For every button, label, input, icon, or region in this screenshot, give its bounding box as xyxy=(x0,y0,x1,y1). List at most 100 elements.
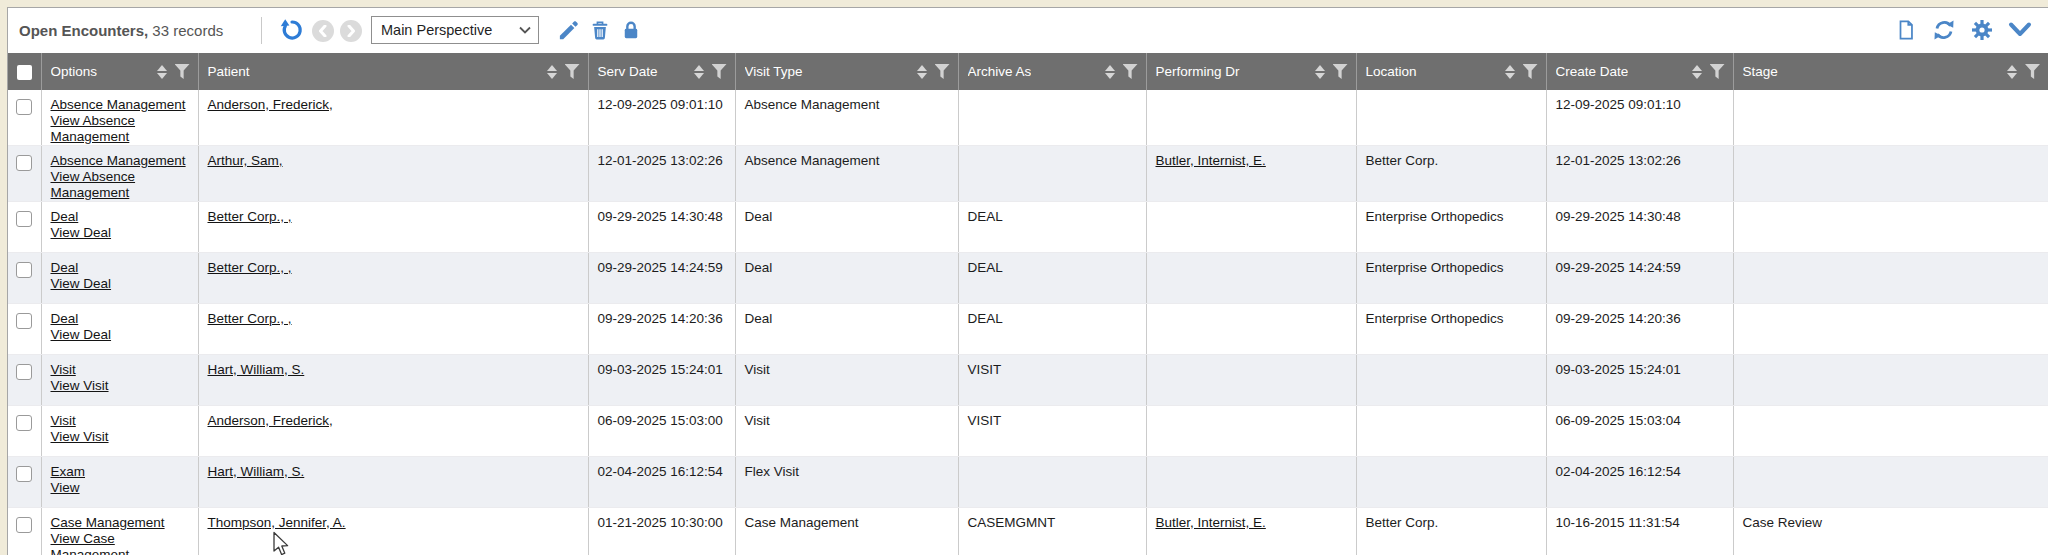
stage-cell xyxy=(1733,202,2048,253)
sort-icon[interactable] xyxy=(2007,65,2017,79)
edit-perspective-icon[interactable] xyxy=(556,18,580,42)
sort-icon[interactable] xyxy=(1105,65,1115,79)
row-checkbox[interactable] xyxy=(16,517,32,533)
sort-icon[interactable] xyxy=(917,65,927,79)
patient-link[interactable]: Anderson, Frederick, xyxy=(208,97,333,112)
filter-icon[interactable] xyxy=(1333,64,1348,79)
select-all-checkbox[interactable] xyxy=(17,65,32,80)
option-link[interactable]: Absence Management xyxy=(51,97,186,112)
column-header-stage[interactable]: Stage xyxy=(1733,53,2048,90)
option-link[interactable]: View Deal xyxy=(51,327,112,342)
patient-cell: Better Corp., , xyxy=(198,202,588,253)
option-link[interactable]: View Deal xyxy=(51,276,112,291)
page-title: Open Encounters, 33 records xyxy=(19,22,223,39)
filter-icon[interactable] xyxy=(935,64,950,79)
column-header-performing_dr[interactable]: Performing Dr xyxy=(1146,53,1356,90)
option-link[interactable]: Visit xyxy=(51,362,76,377)
option-link[interactable]: View Deal xyxy=(51,225,112,240)
refresh-icon[interactable] xyxy=(1932,18,1956,42)
performing-dr-cell xyxy=(1146,355,1356,406)
sort-icon[interactable] xyxy=(547,65,557,79)
settings-gear-icon[interactable] xyxy=(1970,18,1994,42)
option-link[interactable]: View Visit xyxy=(51,429,109,444)
location-cell: Enterprise Orthopedics xyxy=(1356,202,1546,253)
patient-link[interactable]: Hart, William, S. xyxy=(208,362,305,377)
filter-icon[interactable] xyxy=(175,64,190,79)
table-row: Absence ManagementView Absence Managemen… xyxy=(8,90,2048,146)
nav-forward-icon[interactable] xyxy=(339,19,363,43)
patient-link[interactable]: Arthur, Sam, xyxy=(208,153,283,168)
column-header-options[interactable]: Options xyxy=(41,53,198,90)
option-link[interactable]: View xyxy=(51,480,80,495)
row-checkbox[interactable] xyxy=(16,99,32,115)
filter-icon[interactable] xyxy=(565,64,580,79)
column-header-patient[interactable]: Patient xyxy=(198,53,588,90)
filter-icon[interactable] xyxy=(1710,64,1725,79)
create-date-cell: 12-09-2025 09:01:10 xyxy=(1546,90,1733,146)
performing-dr-link[interactable]: Butler, Internist, E. xyxy=(1156,515,1266,530)
patient-link[interactable]: Better Corp., , xyxy=(208,260,292,275)
patient-link[interactable]: Better Corp., , xyxy=(208,209,292,224)
sort-icon[interactable] xyxy=(1505,65,1515,79)
column-header-archive_as[interactable]: Archive As xyxy=(958,53,1146,90)
collapse-chevron-icon[interactable] xyxy=(2008,18,2032,42)
option-link[interactable]: Deal xyxy=(51,260,79,275)
row-checkbox[interactable] xyxy=(16,415,32,431)
performing-dr-cell xyxy=(1146,457,1356,508)
filter-icon[interactable] xyxy=(712,64,727,79)
row-checkbox[interactable] xyxy=(16,364,32,380)
select-cell xyxy=(8,202,41,253)
option-link[interactable]: Absence Management xyxy=(51,153,186,168)
patient-link[interactable]: Anderson, Frederick, xyxy=(208,413,333,428)
visit-type-cell: Deal xyxy=(735,253,958,304)
select-cell xyxy=(8,90,41,146)
row-checkbox[interactable] xyxy=(16,313,32,329)
column-header-serv_date[interactable]: Serv Date xyxy=(588,53,735,90)
archive-as-cell: DEAL xyxy=(958,202,1146,253)
sort-icon[interactable] xyxy=(1315,65,1325,79)
filter-icon[interactable] xyxy=(1523,64,1538,79)
column-header-visit_type[interactable]: Visit Type xyxy=(735,53,958,90)
column-label: Create Date xyxy=(1556,64,1629,79)
serv-date-cell: 12-09-2025 09:01:10 xyxy=(588,90,735,146)
column-label: Options xyxy=(51,64,98,79)
option-link[interactable]: View Visit xyxy=(51,378,109,393)
options-cell: Absence ManagementView Absence Managemen… xyxy=(41,146,198,202)
patient-link[interactable]: Hart, William, S. xyxy=(208,464,305,479)
option-link[interactable]: Deal xyxy=(51,311,79,326)
row-checkbox[interactable] xyxy=(16,262,32,278)
option-link[interactable]: View Case Management xyxy=(51,531,130,555)
sort-icon[interactable] xyxy=(157,65,167,79)
option-link[interactable]: Case Management xyxy=(51,515,165,530)
undo-icon[interactable] xyxy=(280,18,304,42)
delete-perspective-icon[interactable] xyxy=(588,18,612,42)
patient-link[interactable]: Better Corp., , xyxy=(208,311,292,326)
select-cell xyxy=(8,304,41,355)
column-label: Patient xyxy=(208,64,250,79)
patient-cell: Better Corp., , xyxy=(198,304,588,355)
location-cell: Enterprise Orthopedics xyxy=(1356,304,1546,355)
sort-icon[interactable] xyxy=(694,65,704,79)
option-link[interactable]: View Absence Management xyxy=(51,113,136,144)
option-link[interactable]: View Absence Management xyxy=(51,169,136,200)
row-checkbox[interactable] xyxy=(16,155,32,171)
nav-back-icon[interactable] xyxy=(311,19,335,43)
performing-dr-link[interactable]: Butler, Internist, E. xyxy=(1156,153,1266,168)
filter-icon[interactable] xyxy=(2025,64,2040,79)
patient-link[interactable]: Thompson, Jennifer, A. xyxy=(208,515,346,530)
perspective-select[interactable]: Main Perspective xyxy=(371,16,539,44)
row-checkbox[interactable] xyxy=(16,466,32,482)
table-row: VisitView VisitHart, William, S.09-03-20… xyxy=(8,355,2048,406)
column-header-location[interactable]: Location xyxy=(1356,53,1546,90)
sort-icon[interactable] xyxy=(1692,65,1702,79)
archive-as-cell xyxy=(958,90,1146,146)
option-link[interactable]: Deal xyxy=(51,209,79,224)
option-link[interactable]: Visit xyxy=(51,413,76,428)
lock-perspective-icon[interactable] xyxy=(619,18,643,42)
column-header-select[interactable] xyxy=(8,53,41,90)
new-document-icon[interactable] xyxy=(1894,18,1918,42)
option-link[interactable]: Exam xyxy=(51,464,86,479)
row-checkbox[interactable] xyxy=(16,211,32,227)
filter-icon[interactable] xyxy=(1123,64,1138,79)
column-header-create_date[interactable]: Create Date xyxy=(1546,53,1733,90)
